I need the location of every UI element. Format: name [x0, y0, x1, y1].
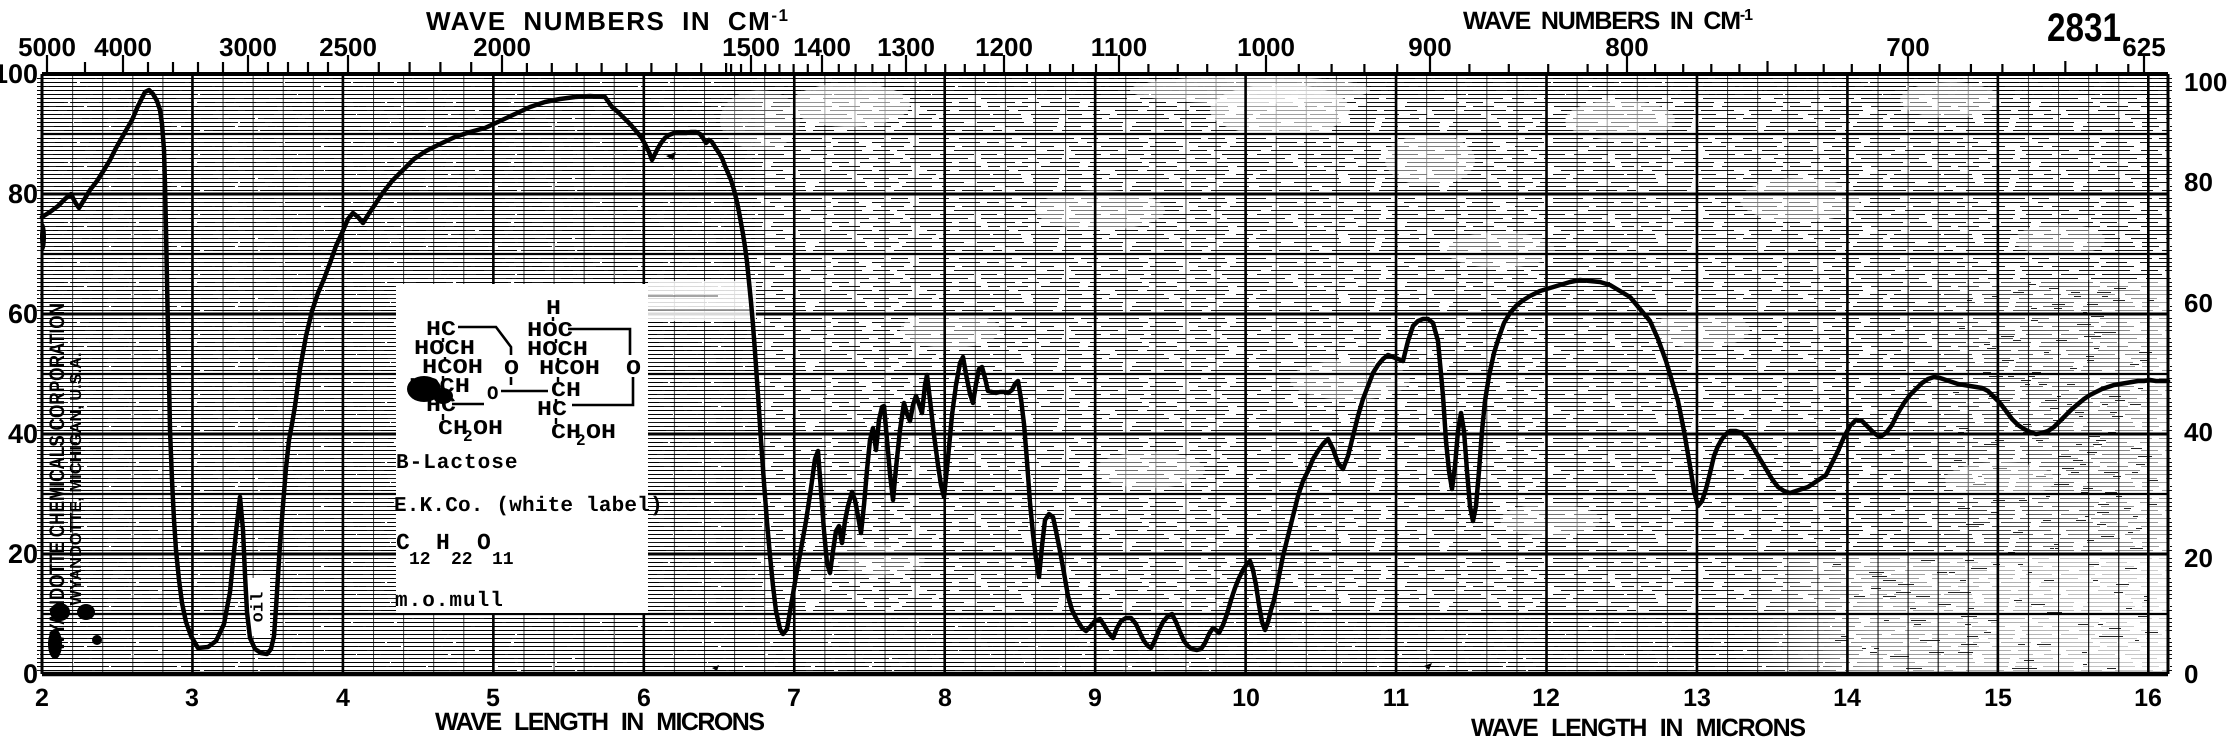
svg-text:12: 12	[1532, 684, 1560, 712]
svg-text:15: 15	[1984, 684, 2012, 712]
svg-text:WAVE NUMBERS IN CM-1: WAVE NUMBERS IN CM-1	[426, 6, 788, 36]
svg-text:6: 6	[637, 684, 651, 712]
svg-text:1400: 1400	[793, 32, 851, 62]
svg-text:O: O	[487, 383, 498, 405]
svg-text:8: 8	[938, 684, 952, 712]
svg-text:2831: 2831	[2047, 6, 2121, 50]
svg-text:40: 40	[8, 419, 38, 449]
svg-text:2500: 2500	[319, 32, 377, 62]
svg-text:22: 22	[451, 550, 473, 570]
svg-text:WAVE LENGTH IN MICRONS: WAVE LENGTH IN MICRONS	[1471, 714, 1806, 742]
svg-text:5: 5	[486, 684, 500, 712]
svg-text:H: H	[546, 298, 561, 321]
svg-text:80: 80	[8, 179, 38, 209]
svg-text:WAVE NUMBERS IN CM-1: WAVE NUMBERS IN CM-1	[1463, 7, 1753, 35]
svg-text:HCOH: HCOH	[539, 358, 600, 381]
svg-text:OH: OH	[586, 422, 616, 445]
svg-text:5000: 5000	[18, 32, 76, 62]
svg-text:WYANDOTTE, MICHIGAN, U.S.A.: WYANDOTTE, MICHIGAN, U.S.A.	[68, 353, 85, 606]
svg-text:60: 60	[2184, 288, 2213, 318]
svg-text:B-Lactose: B-Lactose	[396, 452, 518, 475]
svg-text:HOCH: HOCH	[527, 339, 588, 362]
svg-text:16: 16	[2134, 684, 2162, 712]
svg-text:HC: HC	[426, 319, 456, 342]
svg-text:CH: CH	[551, 380, 581, 403]
svg-text:900: 900	[1408, 32, 1451, 62]
svg-text:625: 625	[2122, 32, 2165, 62]
svg-text:0: 0	[2184, 659, 2198, 689]
svg-text:H: H	[436, 530, 450, 556]
svg-text:20: 20	[2184, 543, 2213, 573]
svg-text:700: 700	[1886, 32, 1929, 62]
svg-text:11: 11	[1383, 684, 1410, 712]
svg-text:E.K.Co. (white label): E.K.Co. (white label)	[394, 495, 663, 518]
svg-text:HOC: HOC	[527, 320, 573, 343]
svg-text:WAVE LENGTH IN MICRONS: WAVE LENGTH IN MICRONS	[435, 708, 765, 736]
svg-text:WYANDOTTE CHEMICALS CORPORATIO: WYANDOTTE CHEMICALS CORPORATION	[46, 303, 69, 651]
svg-text:100: 100	[0, 59, 38, 89]
svg-text:13: 13	[1683, 684, 1711, 712]
svg-text:HC: HC	[537, 399, 567, 422]
svg-text:2: 2	[35, 684, 49, 712]
svg-text:OH: OH	[473, 418, 503, 441]
svg-text:1300: 1300	[877, 32, 935, 62]
svg-text:HOCH: HOCH	[414, 338, 475, 361]
svg-text:7: 7	[787, 684, 801, 712]
svg-text:2000: 2000	[473, 32, 531, 62]
svg-text:CH: CH	[438, 418, 468, 441]
svg-text:4000: 4000	[94, 32, 152, 62]
svg-text:O: O	[477, 530, 491, 556]
svg-text:3: 3	[185, 684, 199, 712]
svg-text:oil: oil	[249, 592, 268, 623]
svg-text:12: 12	[409, 550, 431, 570]
svg-text:9: 9	[1088, 684, 1102, 712]
svg-text:20: 20	[8, 539, 38, 569]
svg-text:40: 40	[2184, 417, 2213, 447]
svg-text:O: O	[504, 358, 519, 381]
svg-text:14: 14	[1833, 684, 1861, 712]
svg-text:CH: CH	[551, 422, 581, 445]
svg-text:O: O	[626, 358, 641, 381]
svg-text:1100: 1100	[1091, 32, 1147, 62]
svg-text:800: 800	[1605, 32, 1648, 62]
svg-text:1200: 1200	[975, 32, 1033, 62]
svg-text:C: C	[396, 530, 410, 556]
svg-text:2: 2	[576, 432, 586, 450]
svg-text:2: 2	[463, 428, 473, 446]
svg-text:m.o.mull: m.o.mull	[395, 590, 504, 613]
svg-text:60: 60	[8, 299, 38, 329]
svg-text:11: 11	[492, 550, 514, 570]
svg-text:80: 80	[2184, 167, 2213, 197]
svg-text:1500: 1500	[722, 32, 780, 62]
svg-text:100: 100	[2184, 67, 2227, 97]
svg-text:10: 10	[1232, 684, 1260, 712]
svg-text:4: 4	[336, 684, 350, 712]
svg-text:0: 0	[23, 659, 38, 689]
svg-text:HCOH: HCOH	[422, 357, 483, 380]
svg-text:3000: 3000	[219, 32, 277, 62]
svg-text:1000: 1000	[1237, 32, 1295, 62]
